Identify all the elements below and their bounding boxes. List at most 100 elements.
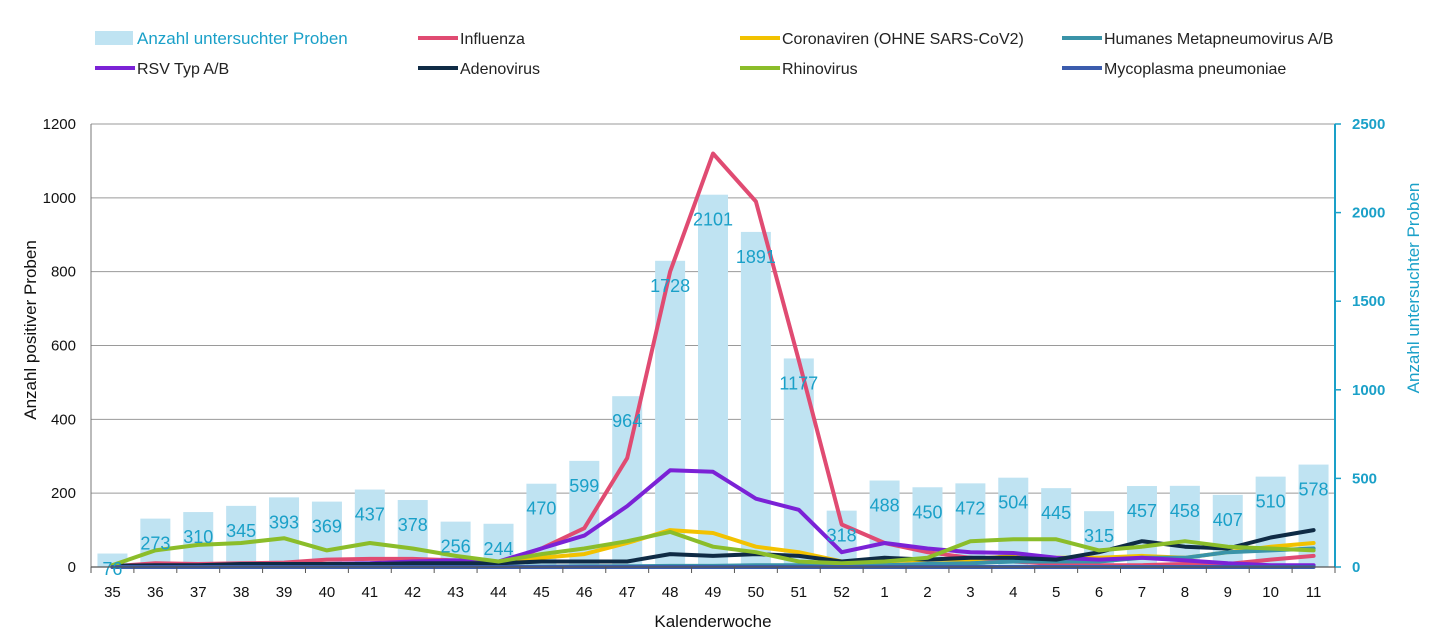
x-tick-label: 48 (662, 584, 679, 601)
legend-swatch-bar (95, 31, 133, 45)
bar-data-label: 458 (1170, 501, 1200, 521)
bar-data-label: 457 (1127, 501, 1157, 521)
x-tick-label: 35 (104, 584, 121, 601)
bar-data-label: 504 (998, 493, 1028, 513)
bar-data-label: 369 (312, 517, 342, 537)
legend-label: Mycoplasma pneumoniae (1104, 61, 1286, 78)
series-line (110, 529, 1316, 568)
bar-data-label: 407 (1213, 510, 1243, 530)
x-tick-label: 44 (490, 584, 507, 601)
bar (354, 489, 385, 567)
bar (740, 231, 771, 567)
bar (1255, 476, 1286, 567)
bar (655, 260, 686, 567)
x-tick-label: 51 (790, 584, 807, 601)
y-tick-label-left: 600 (51, 338, 76, 355)
y-tick-label-left: 800 (51, 264, 76, 281)
y-axis-title-left: Anzahl positiver Proben (21, 240, 40, 420)
bar-labels-group: 76 273 310 345 393 369 437 378 256 244 470 599 964 17… (102, 210, 1328, 579)
bar (183, 512, 214, 567)
x-tick-label: 11 (1306, 584, 1322, 601)
bar-data-label: 244 (483, 539, 513, 559)
x-tick-label: 10 (1262, 584, 1279, 601)
y-axis-title-right: Anzahl untersuchter Proben (1404, 183, 1423, 394)
x-tick-label: 46 (576, 584, 593, 601)
bar-data-label: 315 (1084, 526, 1114, 546)
x-tick-label: 38 (233, 584, 250, 601)
bar-data-label: 964 (612, 411, 642, 431)
legend-label: Adenovirus (460, 61, 540, 78)
bar-data-label: 378 (398, 515, 428, 535)
x-tick-label: 2 (923, 584, 931, 601)
bar-data-label: 273 (140, 534, 170, 554)
x-tick-label: 45 (533, 584, 550, 601)
bar (1041, 488, 1072, 567)
bar (1212, 494, 1243, 567)
y-tick-label-right: 500 (1352, 470, 1377, 487)
x-tick-label: 6 (1095, 584, 1103, 601)
legend-label: Rhinovirus (782, 61, 858, 78)
bar (698, 194, 728, 567)
x-tick-label: 1 (880, 584, 888, 601)
x-tick-label: 49 (705, 584, 722, 601)
bar-data-label: 472 (955, 498, 985, 518)
legend-label: RSV Typ A/B (137, 61, 229, 78)
x-tick-label: 42 (404, 584, 421, 601)
legend-label: Anzahl untersuchter Proben (137, 29, 348, 48)
x-tick-label: 7 (1138, 584, 1146, 601)
bar-data-label: 2101 (693, 210, 733, 230)
bar (869, 480, 900, 567)
bar-data-label: 450 (912, 502, 942, 522)
y-tick-label-right: 1500 (1352, 293, 1385, 310)
x-tick-label: 9 (1224, 584, 1232, 601)
bar (1126, 486, 1157, 567)
y-tick-label-right: 0 (1352, 559, 1360, 576)
legend-label: Humanes Metapneumovirus A/B (1104, 31, 1333, 48)
bar-data-label: 310 (183, 527, 213, 547)
legend: Anzahl untersuchter Proben Influenza Coron… (95, 29, 1333, 78)
x-tick-label: 39 (276, 584, 293, 601)
bar (226, 505, 257, 567)
bar-data-label: 488 (870, 496, 900, 516)
y-tick-label-right: 2500 (1352, 116, 1385, 133)
x-tick-label: 36 (147, 584, 164, 601)
bar-data-label: 256 (441, 537, 471, 557)
bar-data-label: 1891 (736, 247, 776, 267)
bar-data-label: 393 (269, 512, 299, 532)
bar (397, 500, 428, 567)
x-tick-label: 50 (748, 584, 765, 601)
bar (269, 497, 300, 567)
y-tick-label-left: 1000 (43, 190, 76, 207)
x-tick-label: 3 (966, 584, 974, 601)
x-axis-title: Kalenderwoche (654, 612, 771, 631)
x-tick-label: 41 (361, 584, 378, 601)
x-tick-label: 40 (319, 584, 336, 601)
x-tick-label: 4 (1009, 584, 1017, 601)
bar-data-label: 445 (1041, 503, 1071, 523)
bar-data-label: 578 (1299, 480, 1329, 500)
y-tick-label-right: 2000 (1352, 205, 1385, 222)
x-tick-label: 37 (190, 584, 207, 601)
x-tick-label: 47 (619, 584, 636, 601)
bar (140, 518, 171, 567)
x-tick-label: 8 (1181, 584, 1189, 601)
y-tick-label-left: 0 (68, 559, 76, 576)
legend-label: Coronaviren (OHNE SARS-CoV2) (782, 31, 1024, 48)
bar (1169, 485, 1200, 567)
axes-group: 0200400600800100012000500100015002000250… (43, 116, 1386, 601)
y-tick-label-left: 400 (51, 411, 76, 428)
bar-data-label: 1728 (650, 276, 690, 296)
bar-data-label: 599 (569, 476, 599, 496)
bar-data-label: 470 (526, 499, 556, 519)
bar-data-label: 76 (102, 559, 122, 579)
legend-label: Influenza (460, 31, 525, 48)
bar-data-label: 345 (226, 521, 256, 541)
x-tick-label: 5 (1052, 584, 1060, 601)
bar-data-label: 437 (355, 505, 385, 525)
bar-data-label: 318 (827, 526, 857, 546)
x-tick-label: 43 (447, 584, 464, 601)
y-tick-label-left: 200 (51, 485, 76, 502)
bar (311, 501, 342, 567)
bar-data-label: 1177 (779, 373, 818, 393)
